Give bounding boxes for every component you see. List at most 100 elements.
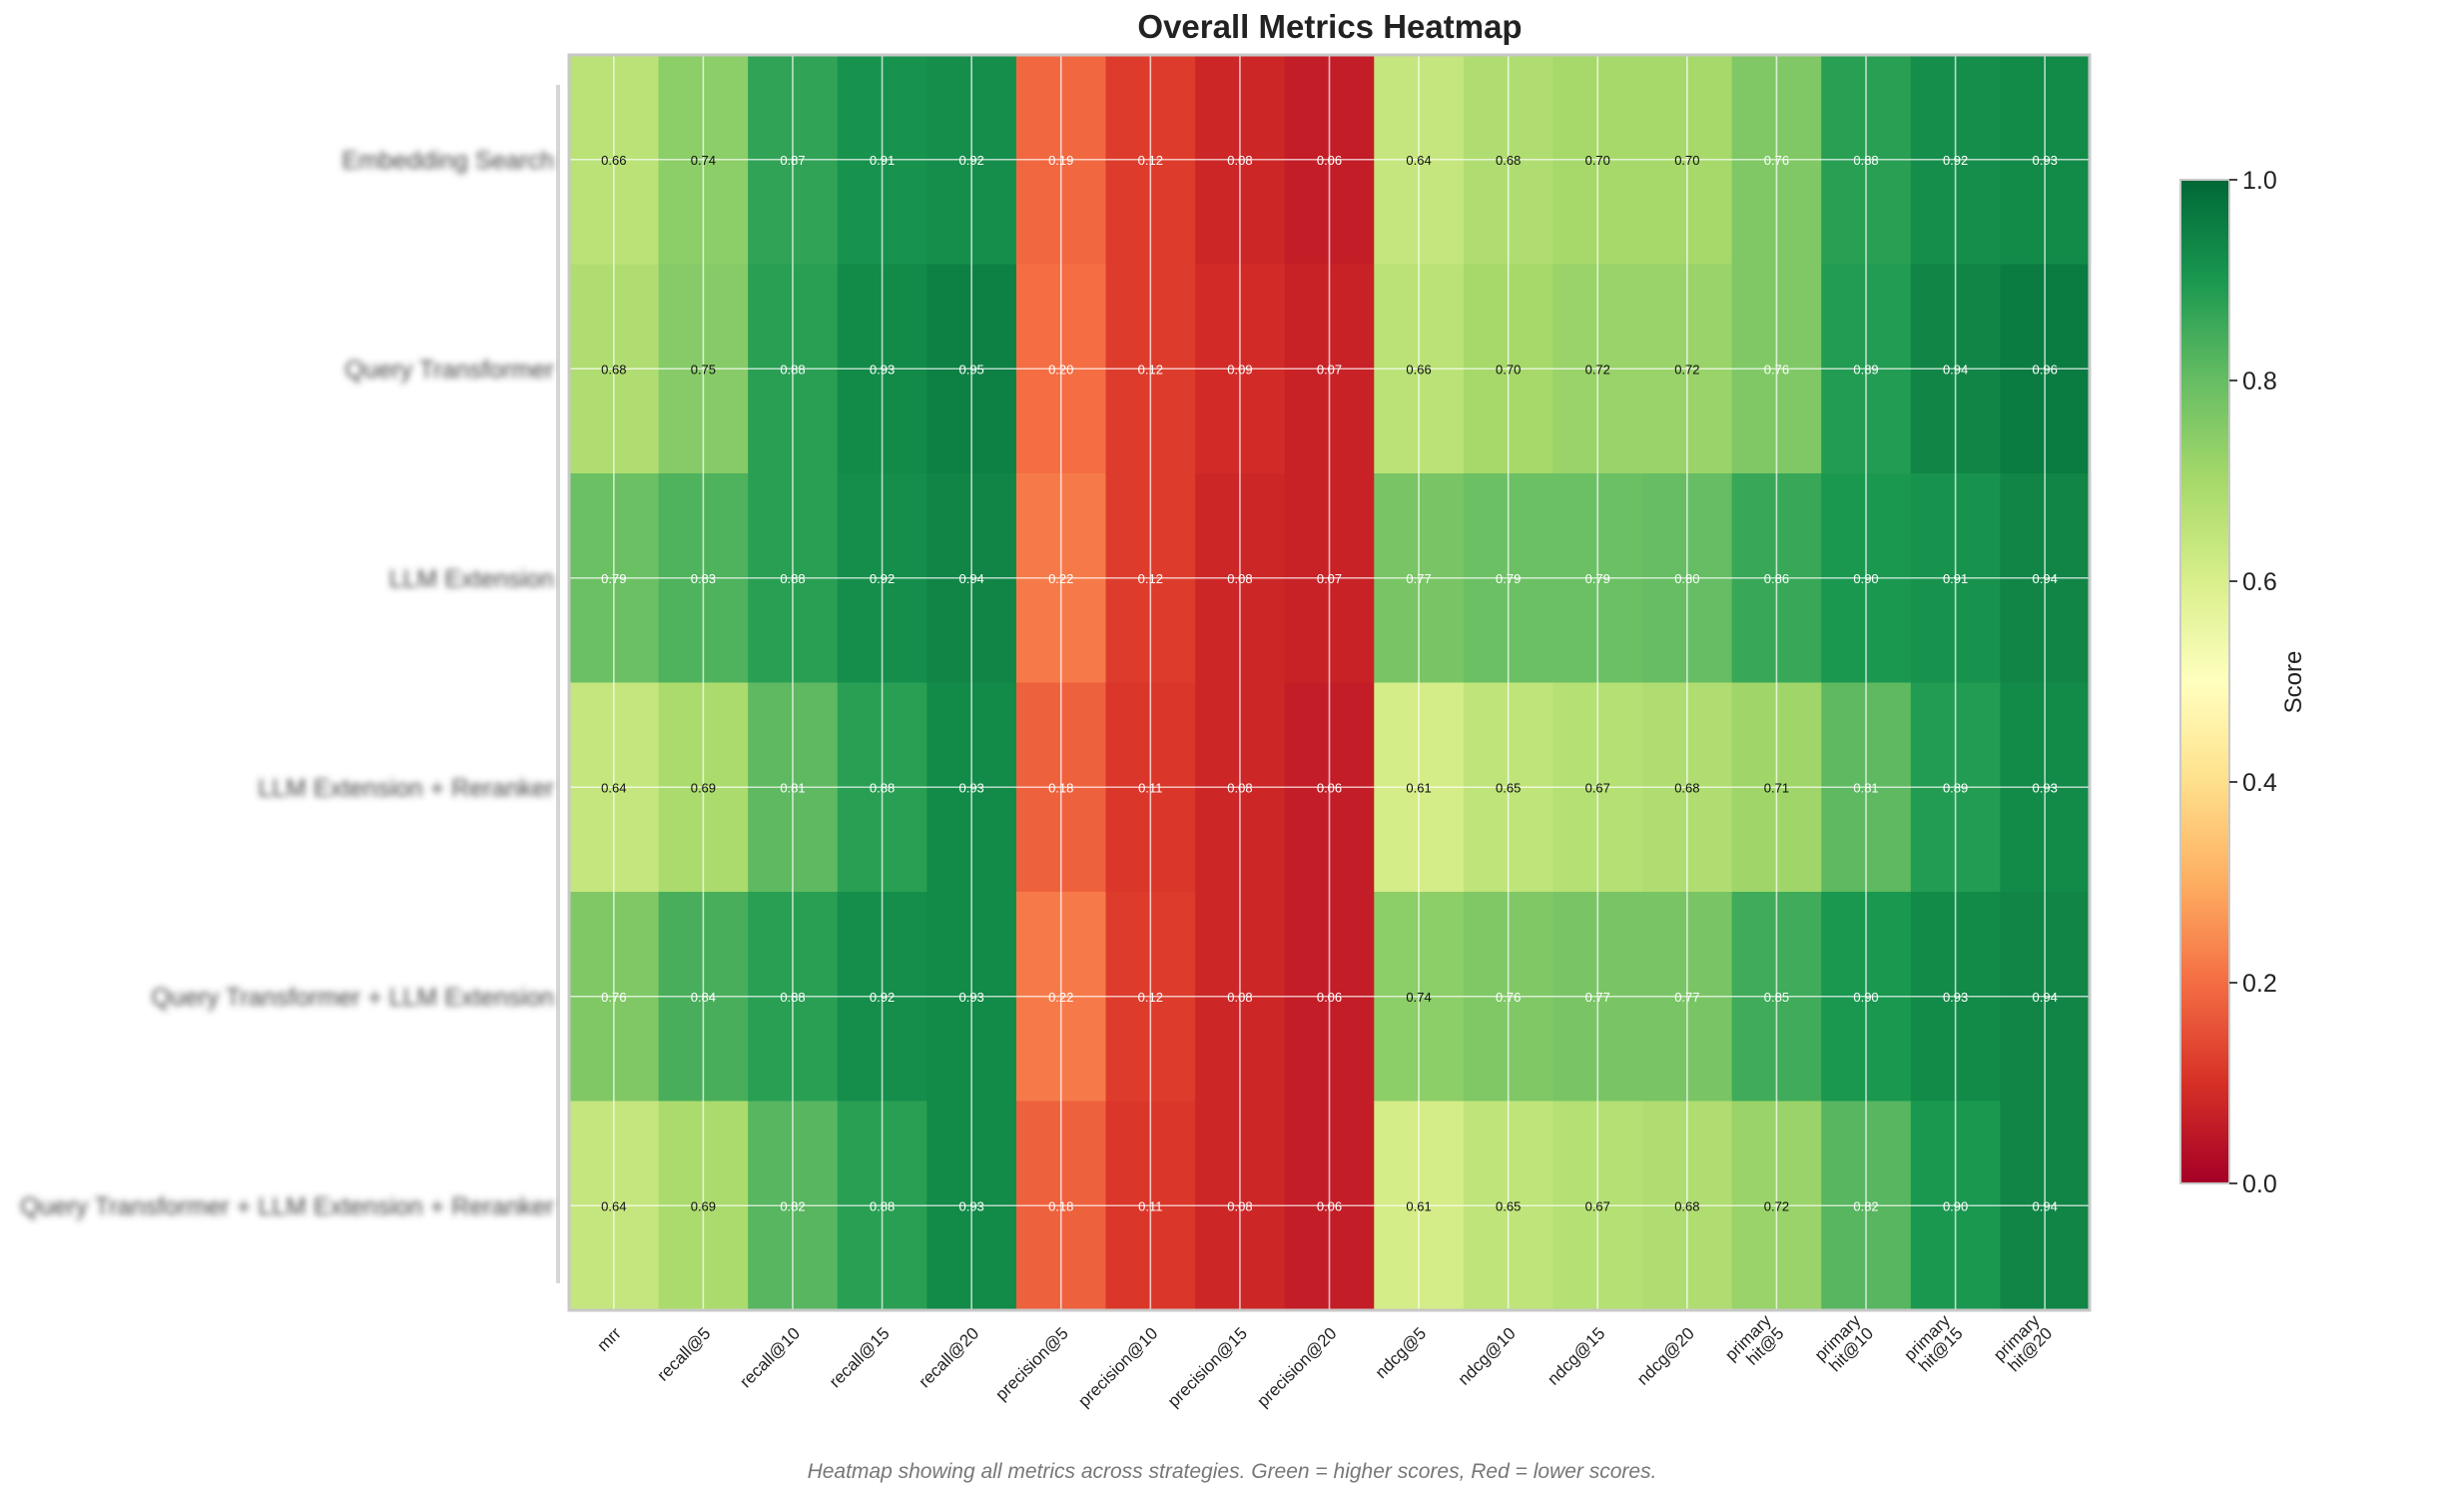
cell-value-label: 0.77 [1406, 571, 1431, 586]
column-label: ndcg@10 [1455, 1324, 1520, 1389]
cell-value-label: 0.72 [1674, 362, 1699, 376]
cell-value-label: 0.80 [1674, 571, 1699, 586]
cell-value-label: 0.64 [1406, 153, 1431, 168]
column-label: precision@15 [1164, 1324, 1251, 1411]
cell-value-label: 0.68 [1496, 153, 1521, 168]
column-label: recall@5 [653, 1324, 714, 1385]
cell-value-label: 0.06 [1317, 780, 1342, 795]
cell-value-label: 0.93 [870, 362, 895, 376]
cell-value-label: 0.86 [1764, 571, 1789, 586]
cell-value-label: 0.11 [1138, 1198, 1162, 1213]
cell-value-label: 0.08 [1227, 153, 1252, 168]
cell-value-label: 0.06 [1317, 153, 1342, 168]
cell-value-label: 0.91 [870, 153, 895, 168]
cell-value-label: 0.64 [601, 1198, 626, 1213]
cell-value-label: 0.89 [1943, 780, 1968, 795]
cell-value-label: 0.22 [1048, 990, 1073, 1005]
cell-values: 0.66 0.74 0.87 0.91 0.92 0.19 0.12 0.08 0.06 0.64… [601, 153, 2058, 1214]
cell-value-label: 0.69 [691, 1198, 716, 1213]
cell-value-label: 0.70 [1674, 153, 1699, 168]
cell-value-label: 0.65 [1496, 780, 1521, 795]
cell-value-label: 0.94 [958, 571, 983, 586]
grid-lines [569, 55, 2090, 1310]
cell-value-label: 0.08 [1227, 780, 1252, 795]
cell-value-label: 0.68 [1674, 1198, 1699, 1213]
chart-caption: Heatmap showing all metrics across strat… [807, 1460, 1657, 1483]
row-label: Query Transformer [344, 356, 554, 383]
column-label: recall@15 [826, 1324, 894, 1392]
cell-value-label: 0.93 [958, 1198, 983, 1213]
cell-value-label: 0.06 [1317, 1198, 1342, 1213]
column-label: precision@20 [1253, 1324, 1340, 1411]
column-label: recall@10 [736, 1324, 804, 1392]
cell-value-label: 0.11 [1138, 780, 1162, 795]
cell-value-label: 0.88 [870, 1198, 895, 1213]
cell-value-label: 0.94 [2033, 990, 2058, 1005]
cell-value-label: 0.69 [691, 780, 716, 795]
column-label: primaryhit@10 [1811, 1311, 1878, 1378]
cell-value-label: 0.79 [601, 571, 626, 586]
column-label: precision@10 [1074, 1324, 1161, 1411]
cell-value-label: 0.22 [1048, 571, 1073, 586]
chart-title: Overall Metrics Heatmap [1137, 8, 1522, 45]
column-label: ndcg@15 [1543, 1324, 1608, 1389]
cell-value-label: 0.83 [691, 571, 716, 586]
cell-value-label: 0.79 [1585, 571, 1610, 586]
row-label: LLM Extension + Reranker [258, 774, 554, 802]
column-label: recall@20 [915, 1324, 982, 1392]
cell-value-label: 0.66 [1406, 362, 1431, 376]
cell-value-label: 0.90 [1853, 990, 1878, 1005]
cell-value-label: 0.92 [870, 990, 895, 1005]
cell-value-label: 0.67 [1585, 1198, 1610, 1213]
column-label: primaryhit@20 [1990, 1311, 2057, 1378]
cell-value-label: 0.08 [1227, 571, 1252, 586]
colorbar-tick-label: 0.0 [2242, 1170, 2277, 1198]
cell-value-label: 0.84 [691, 990, 716, 1005]
cell-value-label: 0.61 [1406, 780, 1431, 795]
cell-value-label: 0.74 [1406, 990, 1431, 1005]
column-label: primaryhit@15 [1900, 1311, 1967, 1378]
cell-value-label: 0.76 [1764, 153, 1789, 168]
cell-value-label: 0.89 [1853, 362, 1878, 376]
cell-value-label: 0.77 [1585, 990, 1610, 1005]
cell-value-label: 0.96 [2033, 362, 2058, 376]
cell-value-label: 0.06 [1317, 990, 1342, 1005]
cell-value-label: 0.93 [1943, 990, 1968, 1005]
plot-frame [567, 53, 2092, 1312]
cell-value-label: 0.75 [691, 362, 716, 376]
cell-value-label: 0.94 [1943, 362, 1968, 376]
row-label: Query Transformer + LLM Extension + Rera… [20, 1192, 554, 1220]
colorbar-label: Score [2280, 651, 2307, 714]
colorbar-tick-label: 0.6 [2242, 568, 2277, 596]
column-labels: mrr recall@5 recall@10 recall@15 recall@20 pr… [593, 1311, 2056, 1411]
cell-value-label: 0.92 [958, 153, 983, 168]
cell-value-label: 0.70 [1585, 153, 1610, 168]
cell-value-label: 0.93 [2033, 780, 2058, 795]
cell-value-label: 0.81 [780, 780, 805, 795]
cell-value-label: 0.68 [601, 362, 626, 376]
colorbar-tick-label: 0.4 [2242, 769, 2277, 797]
cell-value-label: 0.07 [1317, 362, 1342, 376]
column-label: precision@5 [991, 1324, 1071, 1404]
colorbar-tick-label: 1.0 [2242, 167, 2277, 195]
cell-value-label: 0.87 [780, 153, 805, 168]
cell-value-label: 0.88 [780, 990, 805, 1005]
cell-value-label: 0.68 [1674, 780, 1699, 795]
cell-value-label: 0.61 [1406, 1198, 1431, 1213]
colorbar-tick-label: 0.8 [2242, 368, 2277, 395]
row-labels: Embedding Search Query Transformer LLM Ext… [20, 147, 554, 1221]
cell-value-label: 0.88 [780, 362, 805, 376]
row-label: LLM Extension [389, 565, 554, 593]
cell-value-label: 0.93 [958, 780, 983, 795]
colorbar-tick-label: 0.2 [2242, 970, 2277, 998]
cell-value-label: 0.20 [1048, 362, 1073, 376]
colorbar [2179, 179, 2230, 1184]
cell-value-label: 0.12 [1138, 362, 1163, 376]
cell-value-label: 0.12 [1138, 990, 1163, 1005]
cell-value-label: 0.79 [1496, 571, 1521, 586]
cell-value-label: 0.94 [2033, 1198, 2058, 1213]
cell-value-label: 0.77 [1674, 990, 1699, 1005]
cell-value-label: 0.85 [1764, 990, 1789, 1005]
cell-value-label: 0.76 [601, 990, 626, 1005]
